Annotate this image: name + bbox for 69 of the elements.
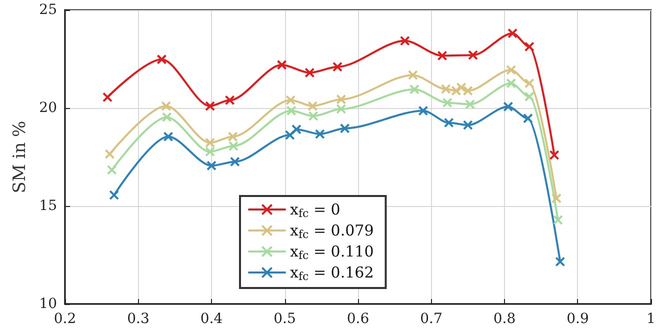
point — [503, 102, 514, 112]
point — [205, 101, 216, 112]
point — [314, 129, 325, 140]
point — [106, 164, 117, 175]
point — [465, 99, 476, 110]
x-tick-label: 0.8 — [493, 311, 516, 327]
point — [336, 94, 346, 104]
point — [336, 104, 346, 114]
point — [332, 62, 342, 72]
x-tick-label: 0.4 — [200, 311, 223, 327]
point — [224, 95, 235, 106]
point — [284, 130, 295, 140]
point — [308, 101, 318, 112]
x-tick-label: 0.5 — [274, 311, 296, 327]
point — [508, 28, 518, 38]
point — [102, 92, 112, 102]
point — [291, 124, 302, 134]
point — [109, 190, 120, 200]
point — [552, 214, 563, 225]
point — [506, 78, 516, 88]
x-tick-label: 1 — [646, 311, 656, 327]
y-tick-label: 20 — [39, 100, 57, 116]
point — [230, 156, 240, 167]
x-tick-label: 0.7 — [420, 311, 442, 327]
point — [286, 106, 296, 116]
point — [522, 113, 533, 124]
point — [468, 50, 478, 60]
y-axis-title: SM in % — [10, 120, 30, 194]
point — [524, 42, 534, 52]
point — [162, 112, 172, 122]
point — [205, 138, 216, 148]
x-tick-label: 0.3 — [127, 311, 150, 327]
point — [400, 36, 410, 46]
point — [506, 64, 516, 75]
point — [206, 160, 216, 171]
point — [524, 78, 534, 88]
point — [552, 193, 562, 204]
x-tick-label: 0.2 — [54, 311, 76, 327]
x-tick-label: 0.9 — [566, 311, 589, 327]
point — [418, 106, 428, 116]
point — [409, 84, 420, 94]
point — [161, 101, 172, 112]
y-tick-label: 25 — [39, 2, 57, 18]
point — [462, 86, 473, 96]
point — [156, 54, 167, 64]
point — [442, 98, 452, 108]
x-tick-label: 0.6 — [346, 311, 370, 327]
y-tick-label: 15 — [39, 198, 57, 214]
point — [437, 50, 448, 61]
point — [304, 68, 315, 78]
point — [440, 84, 451, 94]
point — [456, 82, 466, 92]
point — [163, 132, 174, 142]
point — [228, 141, 238, 152]
point — [308, 111, 318, 122]
point — [462, 120, 473, 130]
point — [104, 149, 115, 160]
point — [524, 92, 534, 102]
point — [451, 86, 462, 96]
y-tick-label: 10 — [39, 296, 57, 312]
point — [408, 70, 418, 80]
point — [286, 95, 296, 106]
point — [276, 60, 287, 70]
point — [340, 123, 350, 134]
point — [555, 256, 566, 267]
point — [444, 118, 454, 128]
point — [228, 132, 238, 142]
point — [549, 150, 560, 160]
point — [205, 146, 216, 157]
